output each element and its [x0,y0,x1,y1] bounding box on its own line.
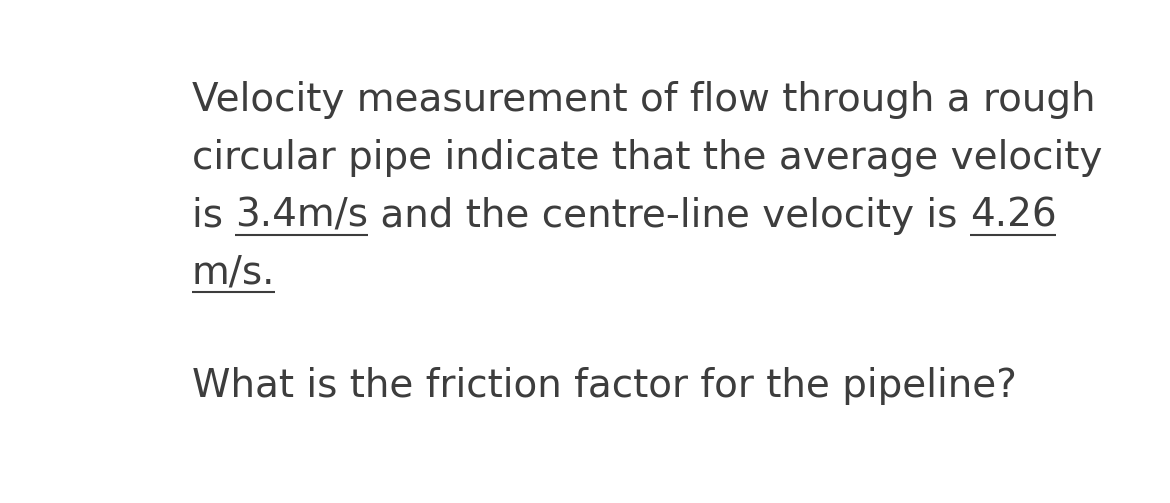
Text: circular pipe indicate that the average velocity: circular pipe indicate that the average … [192,139,1102,177]
Text: 4.26: 4.26 [970,197,1057,235]
Text: and the centre-line velocity is: and the centre-line velocity is [367,197,970,235]
Text: m/s.: m/s. [192,253,275,291]
Text: is: is [192,197,235,235]
Text: 3.4m/s: 3.4m/s [235,197,367,235]
Text: What is the friction factor for the pipeline?: What is the friction factor for the pipe… [192,367,1017,405]
Text: Velocity measurement of flow through a rough: Velocity measurement of flow through a r… [192,80,1095,119]
